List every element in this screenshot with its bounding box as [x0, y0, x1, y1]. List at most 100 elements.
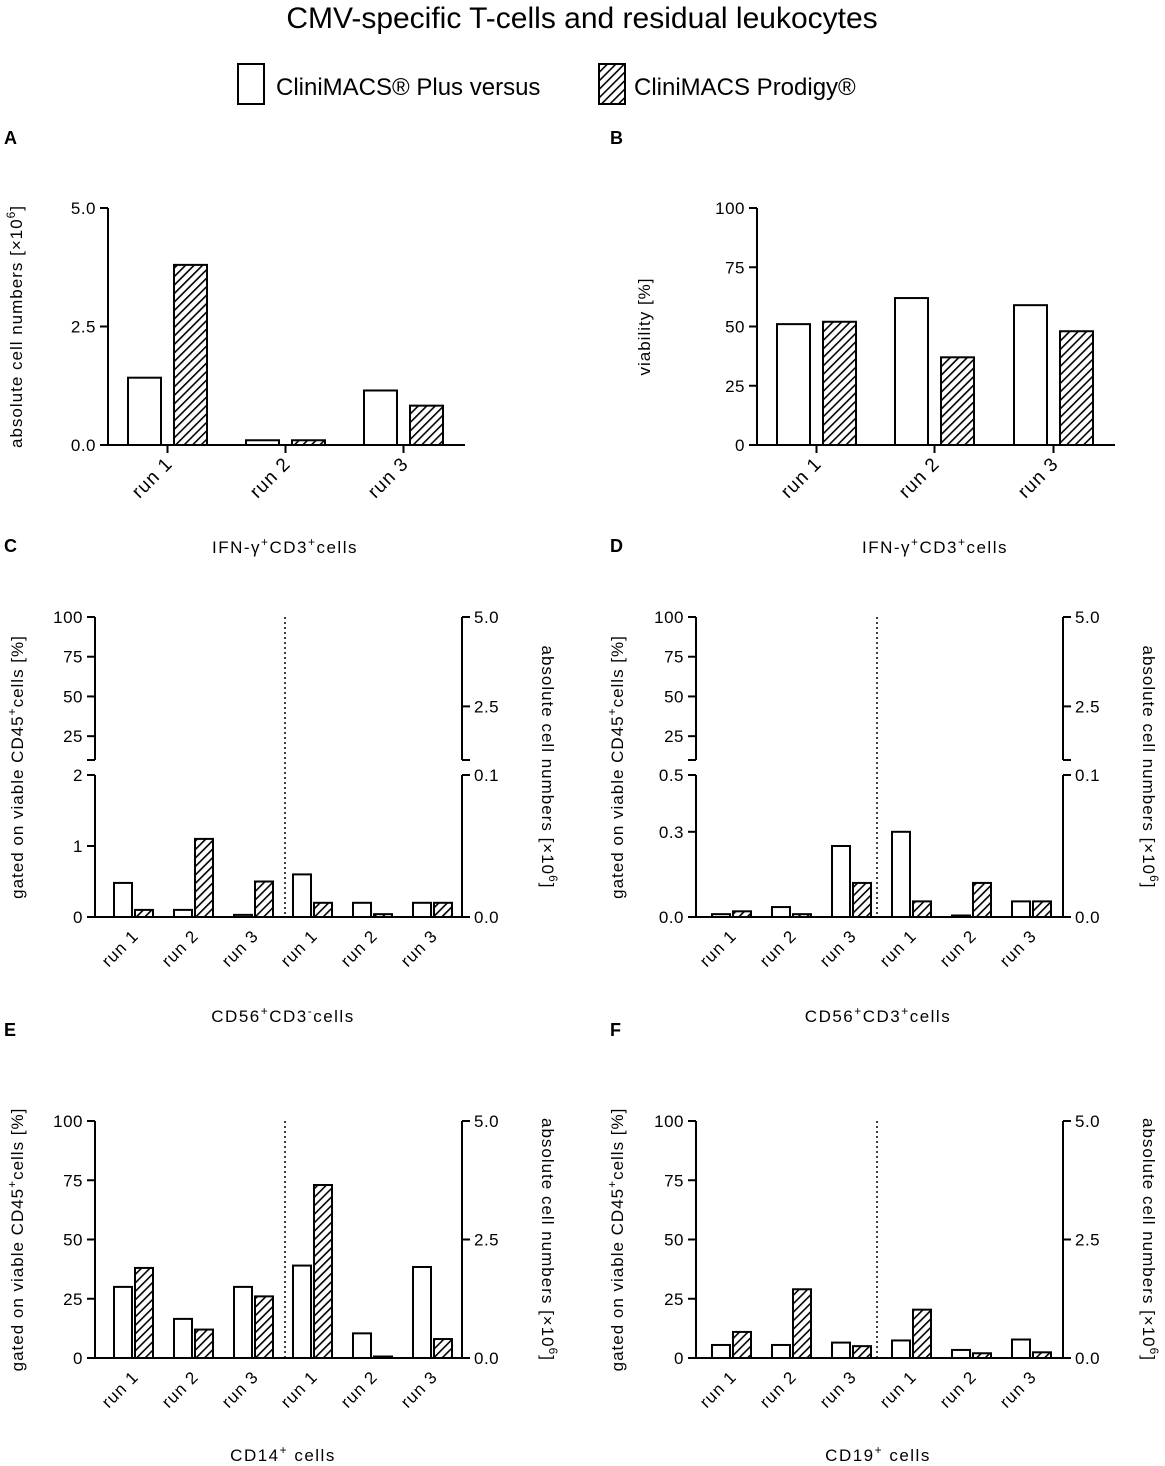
left-tick-upper-0-label: 25	[63, 727, 83, 746]
y-tick-1-label: 2.5	[71, 318, 96, 337]
x-tick-label: run 1	[128, 454, 177, 503]
left-tick-3-label: 75	[63, 1171, 83, 1190]
y-tick-1-label: 25	[725, 377, 745, 396]
right-x-tick-label: run 3	[397, 1367, 441, 1411]
panel-letter: A	[4, 128, 17, 148]
right-bar-prodigy-run3	[1032, 900, 1052, 919]
right-bar-prodigy-run1	[313, 901, 333, 918]
right-bar-plus-run3	[1011, 900, 1031, 919]
right-bar-prodigy-run2	[972, 881, 992, 918]
left-bar-prodigy-run3	[254, 880, 274, 918]
x-tick-label: run 3	[1014, 454, 1063, 503]
right-bar-plus-run1	[292, 1264, 312, 1359]
left-tick-1-label: 25	[664, 1290, 684, 1309]
left-tick-2-label: 50	[664, 1231, 684, 1250]
panel-D: D 25 50 75 100 0.0 0.3 0.5 2.5 5.0 0.0 0.1 gated on …	[605, 536, 1161, 1026]
left-x-tick-label: run 3	[218, 926, 262, 970]
left-tick-upper-2-label: 75	[63, 648, 83, 667]
y-tick-3-label: 75	[725, 258, 745, 277]
left-bar-plus-run1	[113, 1285, 133, 1360]
right-bar-prodigy-run2	[373, 913, 393, 918]
bar-prodigy-run1	[822, 320, 857, 447]
left-axis-label: gated on viable CD45+cells [%]	[5, 635, 27, 899]
right-bar-prodigy-run2	[373, 1355, 393, 1359]
x-tick-label: run 3	[364, 454, 413, 503]
left-bar-prodigy-run1	[732, 910, 752, 919]
right-x-tick-label: run 1	[277, 926, 321, 970]
bar-prodigy-run3	[1059, 330, 1094, 446]
bar-plus-run1	[127, 376, 162, 446]
panel-letter: C	[4, 536, 17, 556]
left-bar-plus-run2	[173, 1317, 193, 1360]
panel-title: IFN-γ+CD3+cells	[862, 535, 1008, 557]
right-tick-2-label: 5.0	[1075, 1112, 1100, 1131]
right-x-tick-label: run 1	[876, 926, 920, 970]
right-x-tick-label: run 1	[876, 1367, 920, 1411]
left-tick-lower-2-label: 0.5	[659, 766, 684, 785]
panel-C: C 25 50 75 100 0 1 2 2.5 5.0 0.0 0.1 gated on viable…	[4, 536, 560, 1026]
left-bar-plus-run3	[233, 1285, 253, 1360]
left-tick-upper-3-label: 100	[53, 608, 83, 627]
bar-prodigy-run1	[173, 263, 208, 446]
left-x-tick-label: run 1	[98, 926, 142, 970]
right-tick-lower-0-label: 0.0	[474, 908, 499, 927]
left-bar-prodigy-run3	[254, 1295, 274, 1360]
right-x-tick-label: run 2	[337, 926, 381, 970]
left-x-tick-label: run 1	[98, 1367, 142, 1411]
left-bar-plus-run3	[831, 845, 851, 918]
right-tick-1-label: 2.5	[1075, 1231, 1100, 1250]
right-bar-plus-run2	[951, 1348, 971, 1360]
right-bar-plus-run1	[891, 1339, 911, 1360]
right-axis-label: absolute cell numbers [×106]	[538, 645, 560, 888]
left-axis-label: gated on viable CD45+cells [%]	[5, 1108, 27, 1372]
bar-prodigy-run2	[291, 439, 326, 447]
right-tick-0-label: 0.0	[1075, 1349, 1100, 1368]
left-tick-upper-2-label: 75	[664, 648, 684, 667]
panel-E: E 0 25 50 75 100 0.0 2.5 5.0 gated on viable CD45…	[4, 1020, 560, 1465]
left-tick-0-label: 0	[674, 1349, 684, 1368]
right-tick-lower-0-label: 0.0	[1075, 908, 1100, 927]
right-bar-plus-run3	[412, 901, 432, 918]
left-bar-plus-run1	[113, 881, 133, 918]
y-axis-label: absolute cell numbers [×106]	[4, 205, 26, 448]
bar-prodigy-run2	[940, 356, 975, 446]
left-bar-plus-run3	[233, 913, 253, 918]
right-tick-2-label: 5.0	[474, 1112, 499, 1131]
bar-plus-run1	[776, 323, 811, 447]
left-bar-prodigy-run2	[194, 837, 214, 919]
left-bar-plus-run2	[771, 906, 791, 918]
left-tick-3-label: 75	[664, 1171, 684, 1190]
left-bar-prodigy-run1	[134, 1266, 154, 1359]
right-tick-upper-0-label: 2.5	[474, 697, 499, 716]
right-bar-prodigy-run2	[972, 1352, 992, 1360]
x-tick-label: run 2	[895, 454, 944, 503]
right-tick-upper-0-label: 2.5	[1075, 697, 1100, 716]
panel-title: IFN-γ+CD3+cells	[212, 535, 358, 557]
left-bar-plus-run2	[771, 1343, 791, 1359]
panel-B: B 0 25 50 75 100 viability [%] run 1 run 2 run 3 I…	[610, 128, 1115, 557]
right-x-tick-label: run 2	[337, 1367, 381, 1411]
left-tick-lower-1-label: 0.3	[659, 823, 684, 842]
right-bar-prodigy-run3	[433, 1338, 453, 1360]
left-x-tick-label: run 2	[756, 1367, 800, 1411]
left-x-tick-label: run 2	[158, 926, 202, 970]
panel-title: CD14+ cells	[230, 1443, 336, 1465]
left-x-tick-label: run 3	[816, 1367, 860, 1411]
left-tick-lower-1-label: 1	[73, 837, 83, 856]
legend: CliniMACS® Plus versus CliniMACS Prodigy…	[237, 63, 856, 105]
left-x-tick-label: run 3	[816, 926, 860, 970]
right-tick-1-label: 2.5	[474, 1231, 499, 1250]
panel-F: F 0 25 50 75 100 0.0 2.5 5.0 gated on viable CD45…	[605, 1020, 1161, 1465]
left-tick-lower-2-label: 2	[73, 766, 83, 785]
left-tick-2-label: 50	[63, 1231, 83, 1250]
right-bar-prodigy-run1	[313, 1183, 333, 1359]
panel-letter: F	[610, 1020, 621, 1040]
right-axis-label: absolute cell numbers [×106]	[538, 1118, 560, 1361]
x-tick-label: run 1	[777, 454, 826, 503]
left-bar-plus-run1	[711, 913, 731, 918]
panel-title: CD19+ cells	[825, 1443, 931, 1465]
left-axis-label: gated on viable CD45+cells [%]	[605, 1108, 627, 1372]
left-bar-plus-run3	[831, 1341, 851, 1359]
right-x-tick-label: run 1	[277, 1367, 321, 1411]
